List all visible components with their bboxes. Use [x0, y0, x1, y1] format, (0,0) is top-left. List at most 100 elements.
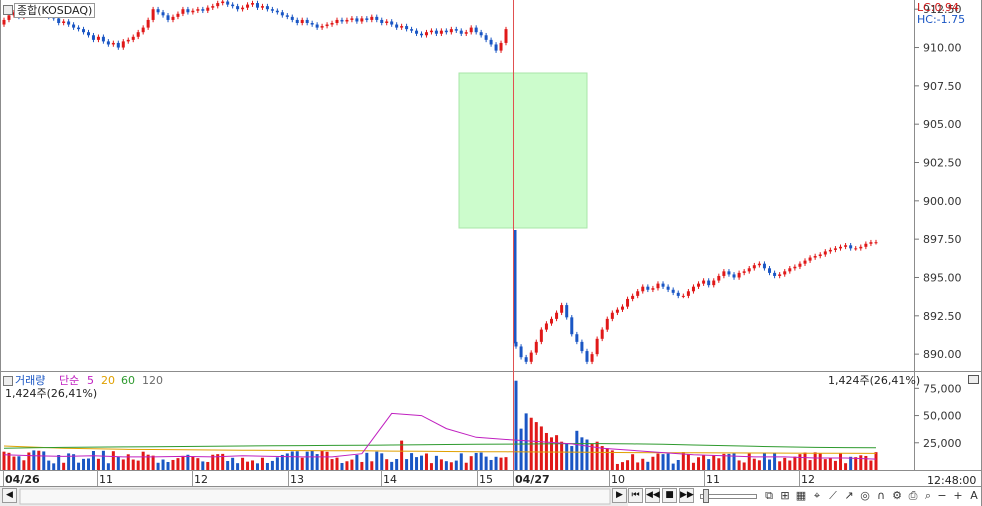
- candle-body: [206, 7, 210, 11]
- settings-icon[interactable]: ⚙: [892, 489, 902, 502]
- copy-icon[interactable]: ⧉: [765, 489, 773, 502]
- zoom-slider-thumb[interactable]: [703, 489, 709, 503]
- candle-body: [260, 6, 264, 8]
- candle-body: [111, 42, 115, 45]
- candle-body: [757, 263, 761, 266]
- shape-tool-icon[interactable]: ◎: [860, 489, 870, 502]
- y-tick-label: 907.50: [923, 80, 962, 93]
- volume-bar: [489, 459, 493, 470]
- volume-bar: [849, 456, 853, 470]
- volume-bar: [424, 453, 428, 470]
- volume-bar: [626, 460, 630, 470]
- legend-lc: LC:0.94: [917, 1, 960, 14]
- candle-body: [469, 27, 473, 33]
- volume-bar: [365, 452, 369, 470]
- volume-bar: [86, 458, 90, 470]
- candle-body: [712, 280, 716, 286]
- candle-body: [839, 246, 843, 249]
- chart-menu-icon[interactable]: [3, 5, 13, 15]
- volume-bar: [783, 457, 787, 470]
- volume-bar: [671, 463, 675, 470]
- volume-bar: [116, 456, 120, 470]
- volume-bar: [390, 461, 394, 470]
- volume-bar: [697, 457, 701, 470]
- volume-bar: [17, 456, 21, 470]
- stop-button[interactable]: ■: [662, 488, 677, 503]
- candle-body: [141, 27, 145, 33]
- magnet-icon[interactable]: ∩: [876, 489, 886, 502]
- grid-icon[interactable]: ▦: [795, 489, 807, 502]
- search-icon[interactable]: ⌕: [924, 489, 932, 502]
- ma5-label: 5: [87, 374, 94, 387]
- candle-body: [626, 298, 630, 307]
- line-tool-icon[interactable]: ⟋: [829, 489, 837, 502]
- candle-body: [176, 13, 180, 17]
- candle-body: [449, 29, 453, 33]
- zoom-slider[interactable]: [700, 494, 757, 499]
- print-icon[interactable]: ⎙: [908, 489, 918, 502]
- volume-bar: [270, 460, 274, 470]
- volume-bar: [429, 463, 433, 470]
- volume-bar: [459, 453, 463, 470]
- volume-bar: [151, 455, 155, 470]
- candle-body: [590, 354, 594, 362]
- volume-bar: [111, 451, 115, 470]
- y-tick-label: 890.00: [923, 348, 962, 361]
- scroll-right-button[interactable]: ▶: [612, 488, 627, 503]
- volume-bar: [265, 462, 269, 470]
- volume-bar: [702, 455, 706, 470]
- zoom-in-button[interactable]: +: [953, 489, 963, 502]
- volume-bar: [595, 441, 599, 470]
- volume-bar: [206, 461, 210, 470]
- volume-bar: [717, 458, 721, 470]
- candle-body: [136, 32, 140, 37]
- first-button[interactable]: ⏮: [628, 488, 643, 503]
- candle-body: [370, 16, 374, 20]
- y-tick-label: 892.50: [923, 310, 962, 323]
- volume-bar: [275, 457, 279, 470]
- candle-body: [737, 272, 741, 278]
- candle-body: [681, 295, 685, 297]
- ma20-label: 20: [101, 374, 115, 387]
- volume-bar: [196, 458, 200, 470]
- trend-tool-icon[interactable]: ↗: [844, 489, 854, 502]
- candle-body: [126, 39, 130, 42]
- candle-body: [221, 1, 225, 4]
- candle-body: [702, 280, 706, 284]
- zoom-out-button[interactable]: −: [937, 489, 947, 502]
- volume-bar: [335, 457, 339, 470]
- candle-body: [864, 243, 868, 247]
- candle-body: [12, 12, 16, 16]
- candle-body: [420, 33, 424, 36]
- volume-menu-icon[interactable]: [3, 376, 13, 386]
- volume-bar: [246, 461, 250, 470]
- candle-body: [575, 334, 579, 342]
- volume-bar: [712, 455, 716, 470]
- candle-body: [186, 9, 190, 13]
- next-button[interactable]: ▶▶: [679, 488, 694, 503]
- candle-body: [666, 286, 670, 290]
- candle-body: [360, 18, 364, 22]
- volume-bar: [585, 439, 589, 470]
- volume-expand-icon[interactable]: [968, 375, 979, 384]
- y-tick-label: 912.50: [923, 3, 962, 16]
- candle-body: [429, 30, 433, 33]
- volume-bar: [549, 437, 553, 470]
- candle-body: [849, 245, 853, 249]
- volume-bar: [325, 451, 329, 470]
- candle-body: [555, 312, 559, 319]
- volume-bar: [241, 457, 245, 470]
- crosshair-icon[interactable]: ⌖: [813, 489, 821, 502]
- layout-icon[interactable]: ⊞: [780, 489, 790, 502]
- x-tick-label: 11: [706, 473, 720, 486]
- volume-bar: [864, 455, 868, 470]
- scroll-left-button[interactable]: ◀: [2, 488, 17, 503]
- y-tick-label: 895.00: [923, 271, 962, 284]
- prev-button[interactable]: ◀◀: [645, 488, 660, 503]
- candle-body: [494, 44, 498, 51]
- volume-bar: [37, 450, 41, 470]
- candle-body: [285, 15, 289, 17]
- text-tool-button[interactable]: A: [970, 489, 978, 502]
- volume-bar: [141, 451, 145, 470]
